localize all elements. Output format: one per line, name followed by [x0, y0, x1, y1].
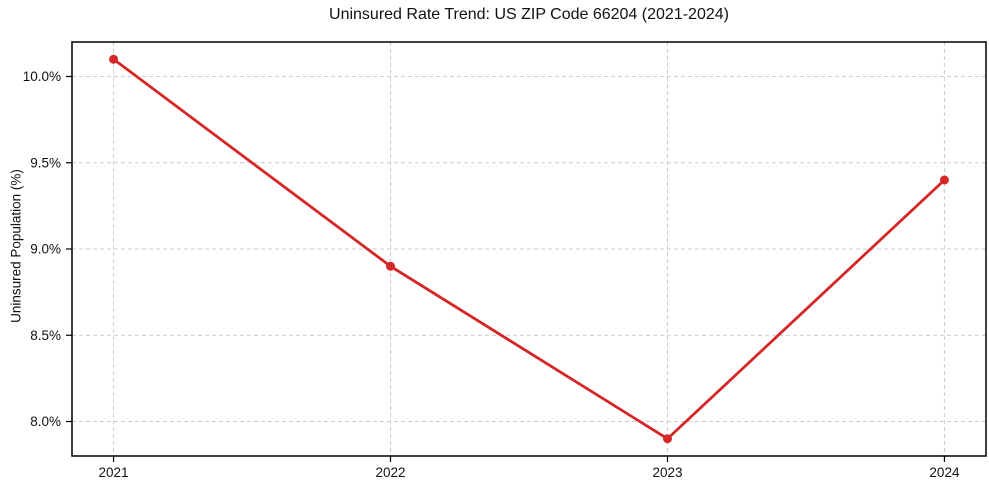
data-point-2024 [939, 175, 949, 185]
y-tick-label: 9.0% [30, 242, 61, 257]
x-tick-label: 2024 [929, 465, 960, 480]
x-tick-label: 2023 [652, 465, 682, 480]
y-tick-label: 10.0% [23, 69, 61, 84]
chart-title: Uninsured Rate Trend: US ZIP Code 66204 … [329, 6, 729, 23]
trend-line [112, 57, 946, 441]
y-tick-label: 9.5% [30, 155, 61, 170]
x-tick-label: 2021 [99, 465, 129, 480]
data-point-2023 [662, 434, 672, 444]
data-point-2021 [109, 54, 119, 64]
x-tick-label: 2022 [375, 465, 405, 480]
data-point-2022 [386, 261, 396, 271]
y-tick-label: 8.5% [30, 328, 61, 343]
y-tick-label: 8.0% [30, 414, 61, 429]
